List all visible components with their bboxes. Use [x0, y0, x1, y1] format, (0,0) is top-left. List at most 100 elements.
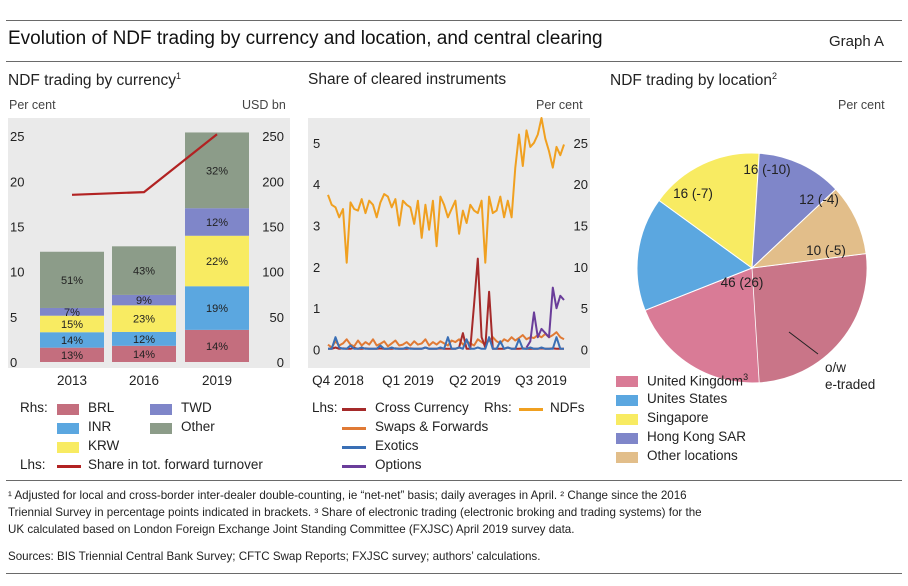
p2-right-tick: 25 [574, 136, 588, 151]
legend-swatch-hk [616, 433, 638, 444]
pie-slice-label: 10 (-5) [806, 243, 846, 258]
legend-swatch-other-loc [616, 452, 638, 463]
graph-label: Graph A [829, 33, 885, 50]
p1-left-tick: 5 [10, 310, 17, 325]
legend-brl: BRL [88, 400, 115, 415]
legend-uk: United Kingdom3 [647, 372, 749, 389]
p2-x-label: Q3 2019 [515, 373, 567, 388]
legend-other-loc: Other locations [647, 448, 738, 463]
legend-swatch-options [342, 465, 366, 468]
p1-left-tick: 25 [10, 129, 24, 144]
p1-category-label: 2019 [202, 373, 232, 388]
legend-swatch-krw [57, 442, 79, 453]
p1-right-tick: 0 [277, 355, 284, 370]
bar-segment-inr [112, 331, 176, 346]
bar-segment-twd [40, 307, 104, 316]
legend-swatch-share-line [57, 465, 81, 468]
bar-share-label: 22% [206, 256, 228, 268]
bar-segment-inr [185, 286, 249, 330]
panel1-title: NDF trading by currency1 [8, 71, 181, 90]
bar-share-label: 12% [206, 217, 228, 229]
series-line-options [525, 286, 565, 349]
legend-swatch-uk [616, 376, 638, 387]
title-rule [6, 61, 902, 62]
panel2-title: Share of cleared instruments [308, 71, 507, 88]
pie-slice-hong-kong-sar [751, 152, 837, 270]
footnote-line1: ¹ Adjusted for local and cross-border in… [8, 489, 687, 502]
bar-segment-twd [112, 294, 176, 306]
p1-right-tick: 100 [262, 265, 284, 280]
pie-slice-other-locations [750, 188, 867, 269]
legend-sg: Singapore [647, 410, 709, 425]
p2-right-tick: 10 [574, 260, 588, 275]
bar-share-label: 7% [64, 307, 80, 319]
legend-swatch-brl [57, 404, 79, 415]
footnote-rule [6, 480, 902, 481]
footnote-line2: Triennial Survey in percentage points in… [8, 506, 702, 519]
p2-right-tick: 0 [581, 343, 588, 358]
legend-share-line: Share in tot. forward turnover [88, 457, 263, 472]
bar-segment-other [112, 246, 176, 295]
legend-twd: TWD [181, 400, 212, 415]
legend-other: Other [181, 419, 215, 434]
series-line-exotics [328, 336, 564, 350]
bar-share-label: 19% [206, 303, 228, 315]
bar-share-label: 43% [133, 266, 155, 278]
legend-swatch-us [616, 395, 638, 406]
ow-label-2: e-traded [825, 377, 875, 392]
legend-exotics: Exotics [375, 438, 419, 453]
legend-us: Unites States [647, 391, 728, 406]
bar-segment-brl [112, 345, 176, 362]
bar-share-label: 12% [133, 334, 155, 346]
p2-left-tick: 2 [313, 260, 320, 275]
legend-swatch-cross-currency [342, 408, 366, 411]
p2-right-tick: 15 [574, 219, 588, 234]
p1-left-tick: 0 [10, 355, 17, 370]
share-turnover-line [71, 133, 218, 196]
legend-swatch-swaps [342, 427, 366, 430]
pie-slice-uk-e-traded [751, 253, 868, 384]
sources: Sources: BIS Triennial Central Bank Surv… [8, 550, 541, 563]
bar-share-label: 32% [206, 165, 228, 177]
pie-slice-label: 12 (-4) [799, 192, 839, 207]
bar-share-label: 13% [61, 350, 83, 362]
bar-segment-other [185, 132, 249, 209]
p1-right-tick: 200 [262, 174, 284, 189]
legend-hk: Hong Kong SAR [647, 429, 747, 444]
p2-right-tick: 20 [574, 177, 588, 192]
bar-share-label: 15% [61, 319, 83, 331]
bar-share-label: 14% [61, 335, 83, 347]
legend-swatch-ndfs [519, 408, 543, 411]
bar-segment-brl [185, 329, 249, 362]
legend1-rhs-label: Rhs: [20, 400, 48, 415]
bar-share-label: 9% [136, 295, 152, 307]
legend-ndfs: NDFs [550, 400, 585, 415]
legend2-rhs-label: Rhs: [484, 400, 512, 415]
footnote-line3: UK calculated based on London Foreign Ex… [8, 523, 575, 536]
p1-category-label: 2013 [57, 373, 87, 388]
p2-x-label: Q2 2019 [449, 373, 501, 388]
bar-segment-krw [112, 305, 176, 332]
panel1-right-unit: USD bn [242, 98, 286, 112]
bar-segment-brl [40, 347, 104, 362]
ow-leader-line [788, 331, 819, 355]
legend-swatch-twd [150, 404, 172, 415]
legend1-lhs-label: Lhs: [20, 457, 46, 472]
bar-segment-inr [40, 332, 104, 348]
ow-label: o/w [825, 360, 846, 375]
p1-left-tick: 20 [10, 174, 24, 189]
legend2-lhs-label: Lhs: [312, 400, 338, 415]
bar-segment-krw [185, 235, 249, 287]
bar-share-label: 14% [133, 349, 155, 361]
legend-swatch-exotics [342, 446, 366, 449]
legend-swatch-inr [57, 423, 79, 434]
panel2-right-unit: Per cent [536, 98, 583, 112]
bar-share-label: 14% [206, 341, 228, 353]
panel3-title: NDF trading by location2 [610, 71, 777, 90]
bar-segment-twd [185, 208, 249, 236]
legend-cross-currency: Cross Currency [375, 400, 469, 415]
p1-right-tick: 150 [262, 219, 284, 234]
bar-share-label: 51% [61, 275, 83, 287]
bottom-rule [6, 573, 902, 574]
